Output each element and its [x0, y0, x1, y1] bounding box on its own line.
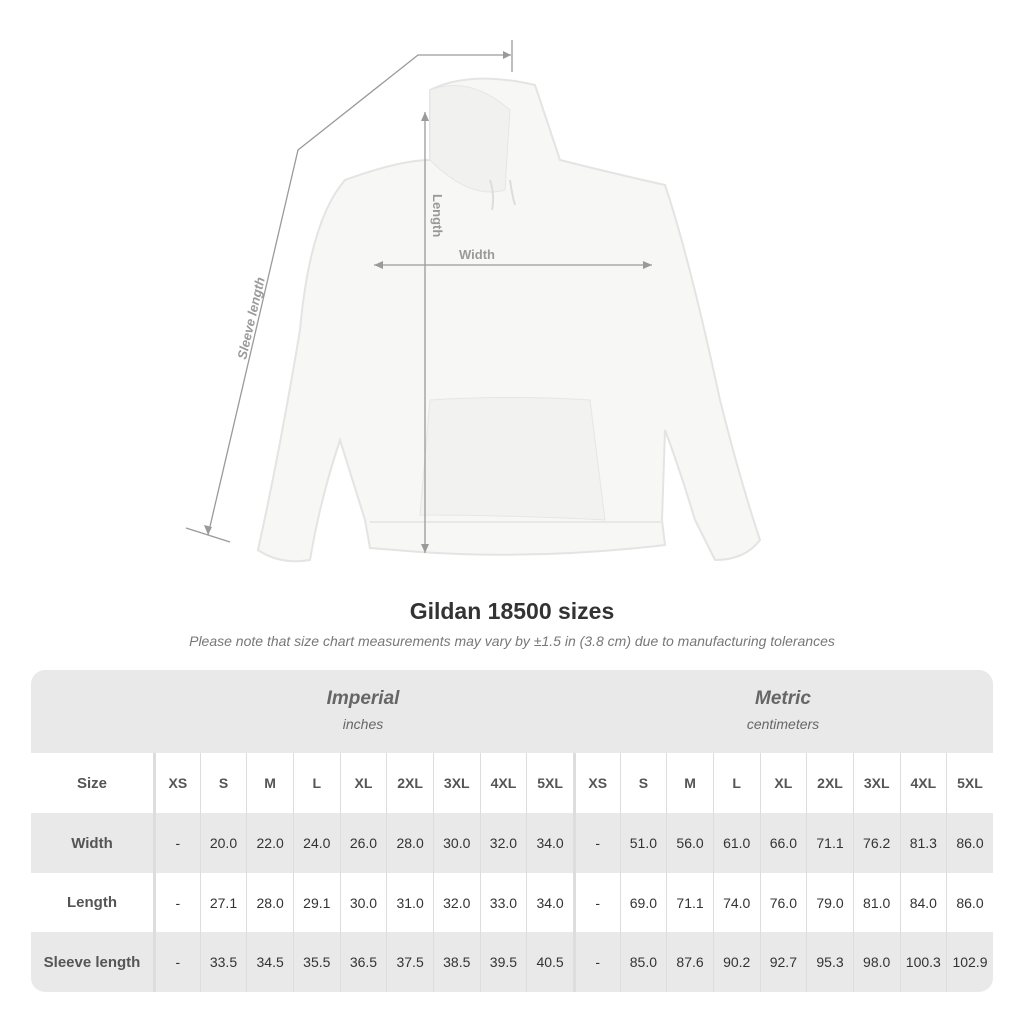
imperial-size-3XL: 3XL — [432, 753, 480, 813]
metric-size-4XL: 4XL — [899, 753, 947, 813]
metric-value-cell: 51.0 — [619, 813, 667, 873]
imperial-value-cell: - — [153, 873, 200, 932]
metric-title: Metric — [755, 688, 811, 709]
imperial-size-XL: XL — [339, 753, 387, 813]
metric-value-cell: 100.3 — [899, 932, 947, 992]
table-row: Length -27.1 28.0 29.1 30.0 31.0 32.0 33.0 34.0-… — [31, 873, 993, 932]
imperial-size-4XL: 4XL — [479, 753, 527, 813]
metric-value-cell: 92.7 — [759, 932, 807, 992]
imperial-size-5XL: 5XL — [526, 753, 573, 813]
metric-value-cell: 81.0 — [852, 873, 900, 932]
metric-size-2XL: 2XL — [806, 753, 853, 813]
metric-size-S: S — [619, 753, 667, 813]
imperial-value-cell: 39.5 — [479, 932, 527, 992]
metric-value-cell: 86.0 — [946, 813, 993, 873]
imperial-value-cell: 26.0 — [339, 813, 387, 873]
imperial-value-cell: 34.0 — [526, 873, 573, 932]
metric-value-cell: 56.0 — [666, 813, 713, 873]
imperial-value-cell: 36.5 — [339, 932, 387, 992]
imperial-title: Imperial — [326, 688, 400, 709]
imperial-value-cell: 30.0 — [339, 873, 387, 932]
imperial-value-cell: 34.5 — [246, 932, 293, 992]
page-title: Gildan 18500 sizes — [409, 598, 615, 624]
imperial-value-cell: 24.0 — [292, 813, 340, 873]
length-label: Length — [430, 194, 445, 237]
metric-value-cell: 74.0 — [712, 873, 760, 932]
metric-value-cell: 84.0 — [899, 873, 947, 932]
imperial-value-cell: 28.0 — [246, 873, 293, 932]
sleeve-measure-line — [207, 54, 511, 536]
metric-value-cell: 85.0 — [619, 932, 667, 992]
metric-value-cell: 66.0 — [759, 813, 807, 873]
imperial-header: Imperial inches — [153, 670, 573, 753]
metric-size-M: M — [666, 753, 713, 813]
row-label: Width — [71, 834, 113, 852]
metric-value-cell: 95.3 — [806, 932, 853, 992]
size-header-row: Size XS S M L XL 2XL 3XL 4XL 5XL XS S M L XL 2XL 3XL 4XL 5… — [31, 753, 993, 813]
metric-value-cell: 76.2 — [852, 813, 900, 873]
row-label: Length — [67, 894, 117, 911]
metric-header: Metric centimeters — [573, 670, 993, 753]
metric-value-cell: 102.9 — [946, 932, 993, 992]
sleeve-length-label: Sleeve length — [234, 276, 267, 361]
imperial-size-2XL: 2XL — [386, 753, 433, 813]
metric-value-cell: - — [572, 873, 620, 932]
imperial-value-cell: 22.0 — [246, 813, 293, 873]
imperial-value-cell: 33.0 — [479, 873, 527, 932]
hoodie-illustration: Sleeve length Length Width — [185, 40, 762, 563]
imperial-value-cell: 32.0 — [432, 873, 480, 932]
size-table: Imperial inches Metric centimeters Size X… — [31, 670, 993, 992]
imperial-size-XS: XS — [153, 753, 200, 813]
row-label: Sleeve length — [43, 953, 141, 971]
imperial-size-L: L — [292, 753, 340, 813]
imperial-value-cell: 31.0 — [386, 873, 433, 932]
metric-size-3XL: 3XL — [852, 753, 900, 813]
imperial-value-cell: 33.5 — [199, 932, 247, 992]
metric-value-cell: 81.3 — [899, 813, 947, 873]
imperial-unit: inches — [342, 716, 384, 732]
imperial-value-cell: - — [153, 932, 200, 992]
width-label: Width — [459, 247, 495, 262]
table-row: Width -20.0 22.0 24.0 26.0 28.0 30.0 32.0 34.0-5… — [31, 813, 993, 873]
imperial-value-cell: 35.5 — [292, 932, 340, 992]
metric-value-cell: 76.0 — [759, 873, 807, 932]
metric-value-cell: 69.0 — [619, 873, 667, 932]
metric-value-cell: - — [572, 813, 620, 873]
imperial-value-cell: 32.0 — [479, 813, 527, 873]
imperial-value-cell: 40.5 — [526, 932, 573, 992]
metric-size-5XL: 5XL — [946, 753, 993, 813]
metric-value-cell: 87.6 — [666, 932, 713, 992]
imperial-value-cell: 37.5 — [386, 932, 433, 992]
imperial-value-cell: 20.0 — [199, 813, 247, 873]
metric-unit: centimeters — [746, 716, 820, 732]
metric-size-L: L — [712, 753, 760, 813]
imperial-value-cell: 29.1 — [292, 873, 340, 932]
metric-size-XL: XL — [759, 753, 807, 813]
imperial-size-S: S — [199, 753, 247, 813]
imperial-value-cell: 27.1 — [199, 873, 247, 932]
metric-value-cell: 98.0 — [852, 932, 900, 992]
metric-value-cell: 86.0 — [946, 873, 993, 932]
table-row: Sleeve length -33.5 34.5 35.5 36.5 37.5 38.5 39… — [31, 932, 993, 992]
row-label: Size — [76, 774, 107, 792]
metric-value-cell: 90.2 — [712, 932, 760, 992]
imperial-value-cell: 38.5 — [432, 932, 480, 992]
imperial-size-M: M — [246, 753, 293, 813]
imperial-value-cell: 28.0 — [386, 813, 433, 873]
metric-value-cell: 71.1 — [806, 813, 853, 873]
metric-value-cell: - — [572, 932, 620, 992]
imperial-value-cell: - — [153, 813, 200, 873]
imperial-value-cell: 34.0 — [526, 813, 573, 873]
metric-value-cell: 71.1 — [666, 873, 713, 932]
metric-value-cell: 61.0 — [712, 813, 760, 873]
hoodie-image — [256, 77, 762, 563]
metric-size-XS: XS — [572, 753, 620, 813]
tolerance-note: Please note that size chart measurements… — [189, 633, 835, 649]
metric-value-cell: 79.0 — [806, 873, 853, 932]
imperial-value-cell: 30.0 — [432, 813, 480, 873]
